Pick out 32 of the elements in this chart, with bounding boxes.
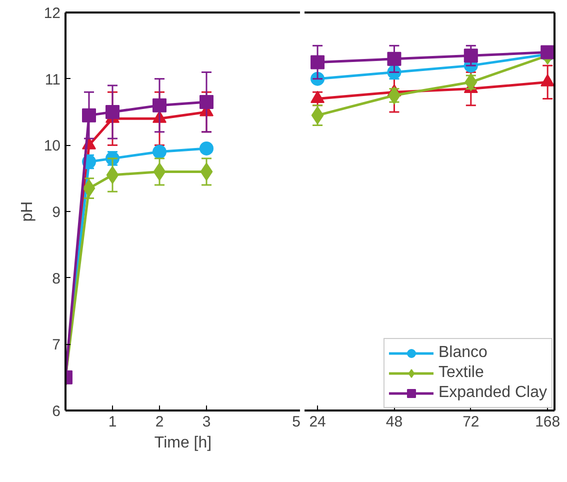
x-tick-label: 1	[108, 414, 117, 430]
x-tick-label: 48	[386, 414, 403, 430]
point	[387, 52, 402, 66]
y-tick-label: 12	[44, 5, 61, 22]
x-tick-label: 5	[292, 414, 300, 430]
x-tick-label: 3	[202, 414, 211, 430]
point	[106, 166, 119, 184]
x-axis-title: Time [h]	[154, 434, 212, 452]
legend-label: Blanco	[438, 344, 488, 362]
x-tick-label: 24	[309, 414, 326, 430]
y-tick-label: 7	[52, 336, 60, 354]
point	[464, 48, 478, 63]
point	[106, 105, 120, 119]
legend-label: Expanded Clay	[438, 384, 547, 402]
x-tick-label: 168	[535, 414, 560, 430]
point	[82, 108, 96, 122]
point	[152, 144, 166, 159]
y-tick-label: 11	[44, 71, 61, 88]
x-tick-label: 2	[155, 414, 164, 430]
point	[200, 141, 214, 156]
point	[310, 55, 325, 70]
y-tick-label: 10	[44, 138, 61, 155]
y-tick-label: 8	[52, 270, 60, 288]
x-tick-label: 72	[462, 414, 480, 430]
point	[200, 95, 214, 110]
point	[153, 162, 166, 181]
y-axis-title: pH	[18, 201, 36, 222]
y-tick-label: 6	[52, 403, 60, 420]
y-tick-label: 9	[52, 204, 60, 221]
point	[152, 98, 166, 112]
point	[200, 162, 213, 181]
legend-label: Textile	[438, 364, 484, 382]
